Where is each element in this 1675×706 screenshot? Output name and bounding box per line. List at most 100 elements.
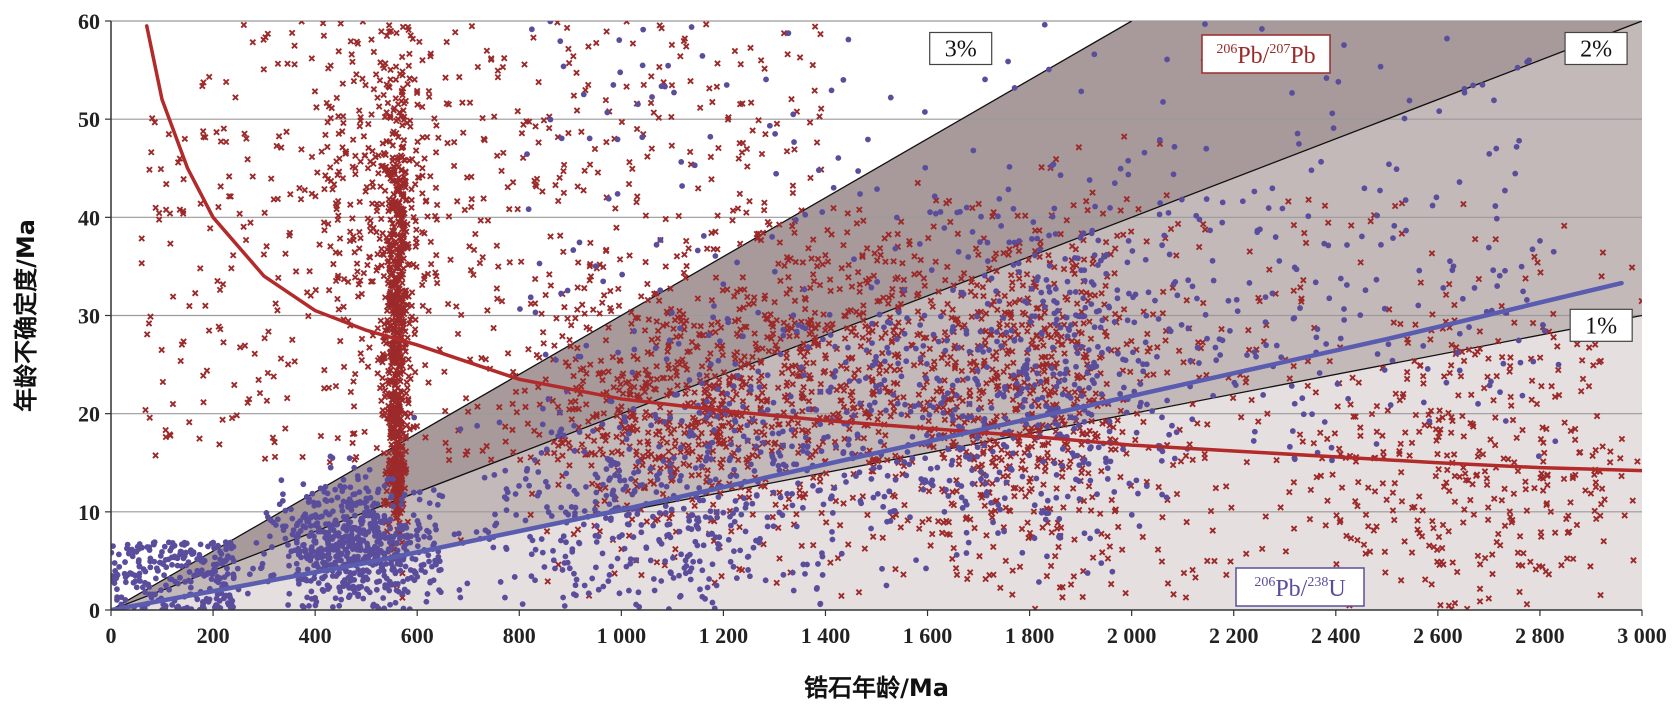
pb207-point	[657, 465, 664, 472]
pb207-point	[461, 206, 469, 214]
u238-point	[650, 522, 657, 529]
u238-point	[364, 543, 371, 550]
u238-point	[282, 535, 289, 542]
pb207-point	[570, 530, 578, 538]
pb207-point	[442, 439, 449, 447]
u238-point	[286, 562, 292, 569]
u238-point	[174, 555, 181, 562]
pb207-point	[392, 412, 399, 420]
u238-point	[426, 514, 433, 520]
pb207-point	[565, 439, 572, 447]
pb207-point	[274, 307, 281, 314]
pb207-point	[648, 73, 655, 80]
pb207-point	[283, 128, 290, 136]
u238-point	[320, 588, 327, 595]
u238-point	[764, 523, 771, 530]
u238-point	[244, 590, 251, 597]
pb207-point	[647, 99, 655, 107]
pb207-point	[509, 448, 517, 456]
u238-point	[473, 529, 480, 535]
u238-point	[576, 429, 583, 436]
pb207-point	[383, 307, 391, 314]
pb207-point	[874, 416, 881, 423]
u238-point	[270, 572, 277, 578]
u238-point	[627, 556, 634, 563]
pb207-point	[394, 246, 401, 253]
pb207-point	[243, 135, 250, 142]
u238-point	[333, 531, 339, 538]
u238-point	[336, 557, 343, 564]
u238-point	[360, 568, 367, 575]
pb207-point	[743, 145, 751, 153]
pb207-point	[810, 278, 818, 285]
pb207-point	[229, 251, 237, 259]
u238-point	[421, 533, 428, 540]
pb207-point	[378, 201, 386, 208]
pb207-point	[741, 353, 748, 360]
pb207-point	[479, 114, 486, 122]
u238-point	[404, 576, 411, 582]
pb207-point	[378, 28, 385, 35]
pb207-point	[347, 388, 355, 396]
pb207-point	[366, 344, 373, 351]
pb207-point	[419, 164, 426, 172]
u238-point	[339, 484, 345, 491]
u238-point	[317, 485, 324, 492]
pb207-point	[392, 497, 400, 505]
pb207-point	[735, 155, 743, 162]
pb207-point	[167, 432, 174, 439]
pb207-point	[626, 388, 634, 395]
u238-point	[156, 559, 163, 566]
pb207-point	[362, 81, 369, 89]
pb207-point	[642, 366, 649, 374]
u238-point	[336, 569, 343, 576]
pb207-point	[427, 50, 435, 57]
pb207-point	[617, 380, 624, 388]
u238-point	[423, 598, 430, 605]
pb207-point	[404, 384, 411, 392]
pb207-point	[665, 365, 673, 373]
pb207-point	[196, 435, 203, 442]
pb207-point	[518, 129, 526, 137]
u238-point	[571, 422, 578, 429]
pb207-point	[349, 439, 356, 447]
pb207-point	[364, 363, 372, 370]
pb207-point	[749, 127, 756, 134]
u238-point	[666, 606, 672, 610]
pb207-point	[422, 434, 429, 441]
u238-point	[225, 553, 231, 560]
u238-point	[161, 572, 167, 579]
pb207-point	[565, 362, 572, 370]
u238-point	[750, 544, 757, 551]
pb207-point	[244, 156, 251, 163]
u238-point	[385, 582, 392, 589]
u238-point	[212, 568, 219, 575]
u238-point	[300, 514, 307, 520]
u238-point	[373, 586, 380, 593]
pb207-point	[632, 463, 640, 470]
pb207-point	[320, 219, 328, 226]
u238-point	[169, 601, 176, 608]
pb207-point	[388, 234, 395, 241]
u238-point	[464, 580, 471, 587]
pb207-point	[381, 387, 389, 394]
pb207-point	[464, 408, 472, 415]
pb207-point	[570, 52, 577, 60]
pb207-point	[274, 60, 282, 67]
u238-point	[188, 606, 195, 610]
pb207-point	[747, 44, 754, 52]
pb207-point	[625, 378, 633, 386]
pb207-point	[416, 38, 423, 46]
u238-point	[608, 515, 614, 522]
u238-point	[388, 494, 394, 501]
pb207-point	[339, 144, 346, 151]
pb207-point	[654, 516, 662, 523]
pb207-point	[564, 315, 571, 322]
u238-point	[338, 551, 345, 558]
u238-point	[289, 515, 296, 522]
pb207-point	[397, 436, 405, 444]
pb207-point	[263, 397, 271, 405]
pb207-point	[521, 387, 529, 394]
u238-point	[593, 489, 600, 496]
pb207-point	[585, 418, 592, 425]
